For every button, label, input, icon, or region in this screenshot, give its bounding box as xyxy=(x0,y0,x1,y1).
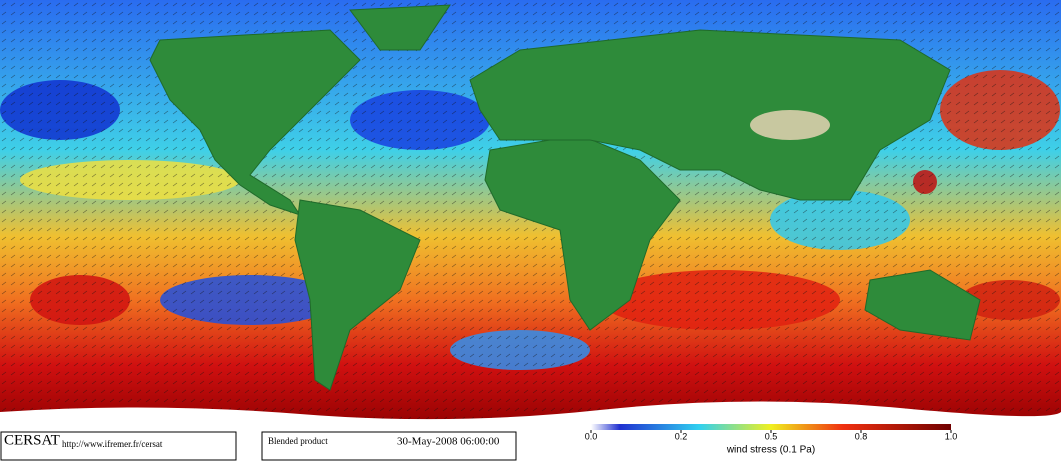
logo-box xyxy=(0,431,237,461)
product-box xyxy=(261,431,517,461)
url: http://www.ifremer.fr/cersat xyxy=(62,439,163,449)
colorbar-tick-label: 1.0 xyxy=(945,431,958,441)
colorbar xyxy=(591,424,951,430)
product: Blended product xyxy=(268,436,328,446)
map xyxy=(0,0,1061,430)
colorbar-tick-label: 0.8 xyxy=(855,431,868,441)
colorbar-label: wind stress (0.1 Pa) xyxy=(726,445,815,456)
colorbar-tick-label: 0.2 xyxy=(675,431,688,441)
colorbar-tick-label: 0.5 xyxy=(765,431,778,441)
colorbar-tick-label: 0.0 xyxy=(585,431,598,441)
logo: CERSAT xyxy=(4,432,60,448)
date: 30-May-2008 06:00:00 xyxy=(397,436,500,448)
